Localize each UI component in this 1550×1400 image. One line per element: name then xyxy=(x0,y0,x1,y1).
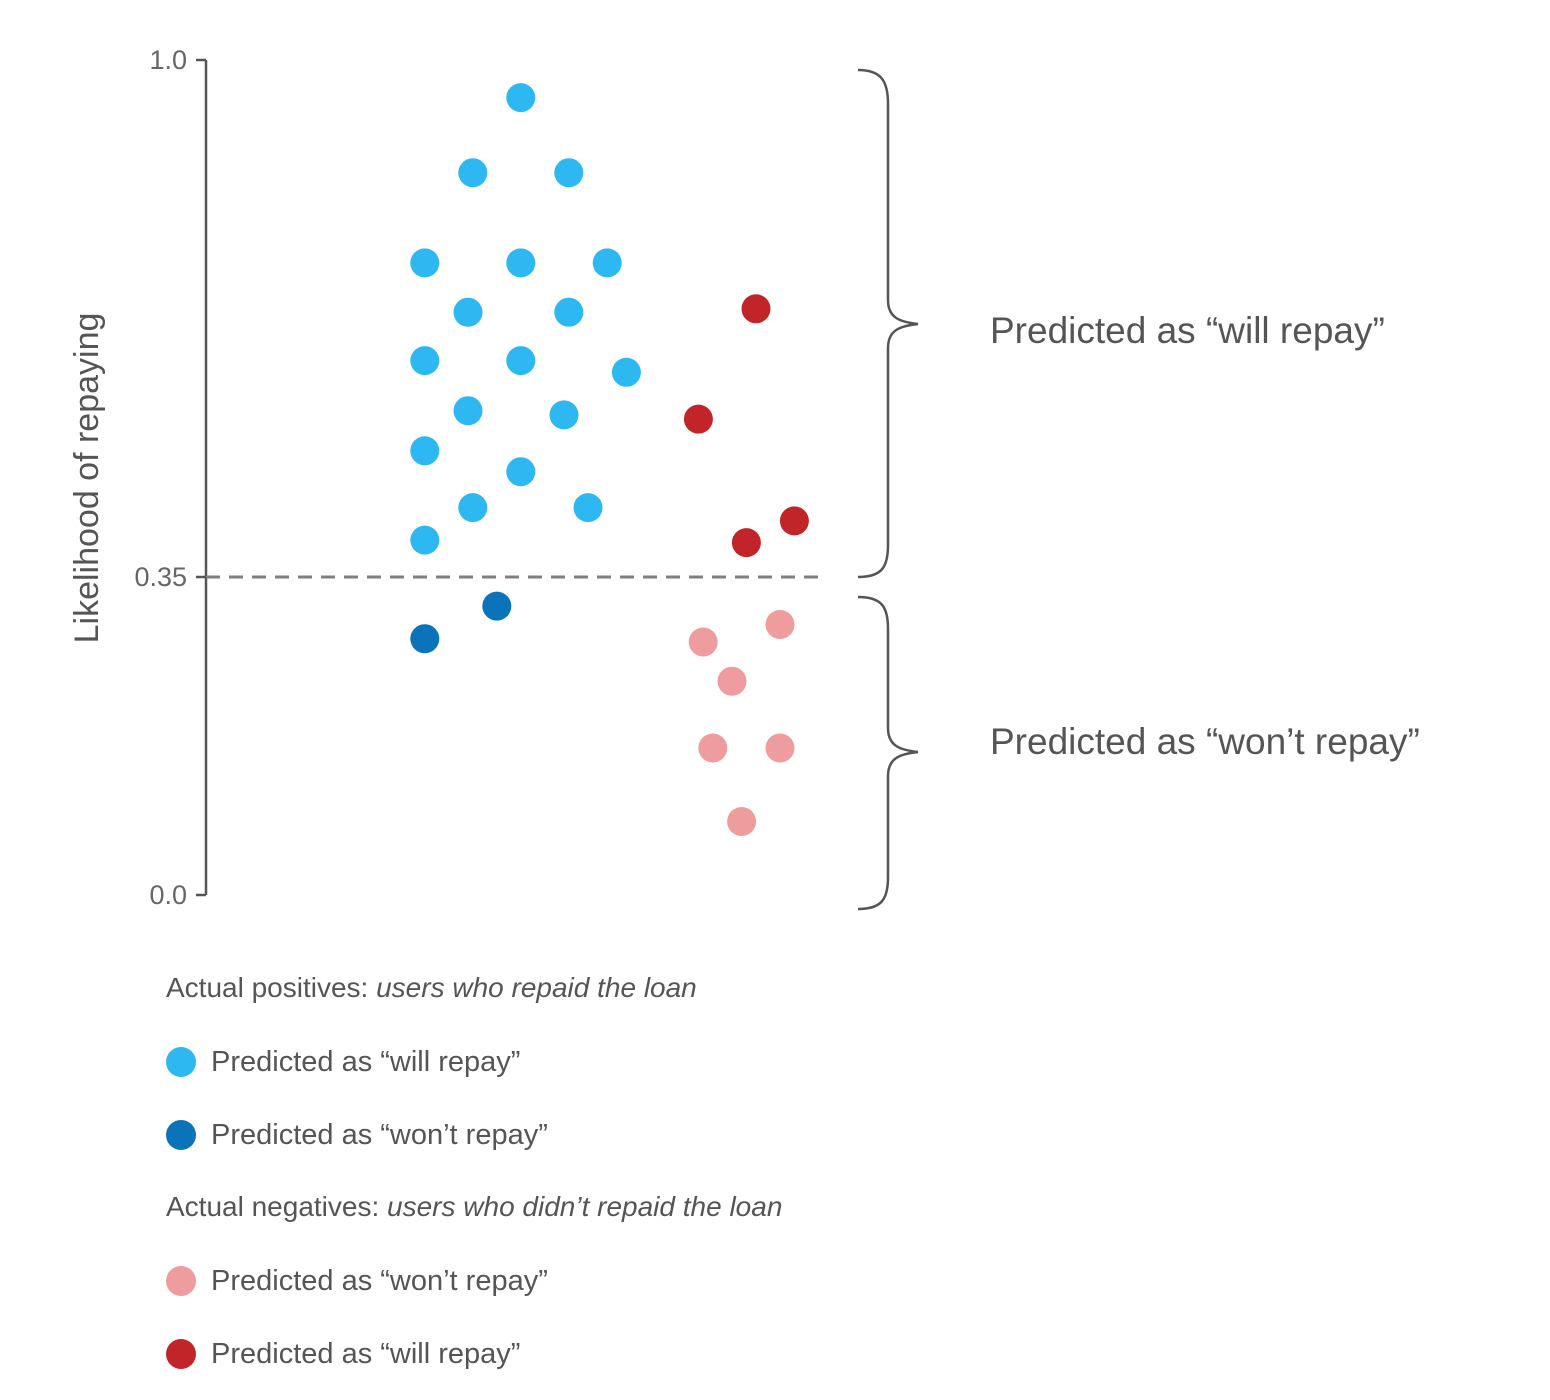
legend-item-negative-wont: Predicted as “won’t repay” xyxy=(166,1244,1066,1327)
point-positive-will-3 xyxy=(410,248,440,278)
brace-will-repay xyxy=(857,68,919,579)
brace-wont-repay xyxy=(857,595,919,911)
point-positive-will-8 xyxy=(410,346,440,376)
point-negative-wont-1 xyxy=(688,627,718,657)
legend-heading-negatives-italic: users who didn’t repaid the loan xyxy=(387,1191,783,1222)
likelihood-scatter-chart: 1.0 0.35 0.0 Likelihood of repaying Pred… xyxy=(68,45,1420,911)
legend-dot-negative-will xyxy=(166,1338,196,1369)
legend-heading-positives-text: Actual positives: xyxy=(166,972,377,1003)
legend-item-negative-will: Predicted as “will repay” xyxy=(166,1317,1066,1400)
group-label-wont-repay: Predicted as “won’t repay” xyxy=(990,721,1420,762)
point-positive-will-16 xyxy=(573,493,603,523)
legend-dot-negative-wont xyxy=(166,1265,196,1296)
point-positive-wont-1 xyxy=(410,624,440,654)
point-negative-will-1 xyxy=(683,404,713,434)
point-positive-will-17 xyxy=(410,525,440,555)
point-negative-will-2 xyxy=(779,506,809,536)
point-positive-will-14 xyxy=(506,457,536,487)
legend-heading-negatives: Actual negatives: users who didn’t repai… xyxy=(166,1181,1066,1254)
legend-item-positive-wont: Predicted as “won’t repay” xyxy=(166,1098,1066,1181)
legend-label-positive-will: Predicted as “will repay” xyxy=(211,1045,521,1078)
group-label-will-repay: Predicted as “will repay” xyxy=(990,310,1385,351)
legend-dot-positive-wont xyxy=(166,1119,196,1150)
point-positive-will-2 xyxy=(554,158,584,188)
point-positive-wont-0 xyxy=(482,591,512,621)
point-positive-will-0 xyxy=(506,83,536,113)
legend-item-positive-will: Predicted as “will repay” xyxy=(166,1025,1066,1108)
point-positive-will-6 xyxy=(453,297,483,327)
point-positive-will-10 xyxy=(611,357,641,387)
point-negative-wont-0 xyxy=(765,610,795,639)
point-positive-will-13 xyxy=(410,436,440,466)
point-positive-will-11 xyxy=(453,396,483,426)
point-negative-will-0 xyxy=(741,294,771,324)
legend-label-negative-will: Predicted as “will repay” xyxy=(211,1337,521,1370)
legend-label-negative-wont: Predicted as “won’t repay” xyxy=(211,1264,548,1297)
point-negative-wont-5 xyxy=(727,807,757,836)
point-positive-will-15 xyxy=(458,493,488,523)
y-tick-label-1: 1.0 xyxy=(149,45,187,75)
data-points xyxy=(410,83,809,836)
point-positive-will-12 xyxy=(549,400,579,430)
point-positive-will-1 xyxy=(458,158,488,188)
legend-dot-positive-will xyxy=(166,1046,196,1077)
point-negative-wont-3 xyxy=(698,733,728,763)
point-positive-will-5 xyxy=(592,248,622,278)
legend-heading-positives-italic: users who repaid the loan xyxy=(376,972,697,1003)
point-positive-will-4 xyxy=(506,248,536,278)
y-axis-label: Likelihood of repaying xyxy=(68,313,106,644)
point-positive-will-7 xyxy=(554,297,584,327)
point-positive-will-9 xyxy=(506,346,536,376)
legend-label-positive-wont: Predicted as “won’t repay” xyxy=(211,1118,548,1151)
legend: Actual positives: users who repaid the l… xyxy=(166,962,1066,1400)
legend-heading-positives: Actual positives: users who repaid the l… xyxy=(166,962,1066,1035)
point-negative-will-3 xyxy=(731,528,761,558)
y-tick-label-0: 0.0 xyxy=(149,880,187,910)
point-negative-wont-2 xyxy=(717,666,747,696)
point-negative-wont-4 xyxy=(765,733,795,763)
legend-heading-negatives-text: Actual negatives: xyxy=(166,1191,388,1222)
y-tick-label-threshold: 0.35 xyxy=(134,562,187,592)
